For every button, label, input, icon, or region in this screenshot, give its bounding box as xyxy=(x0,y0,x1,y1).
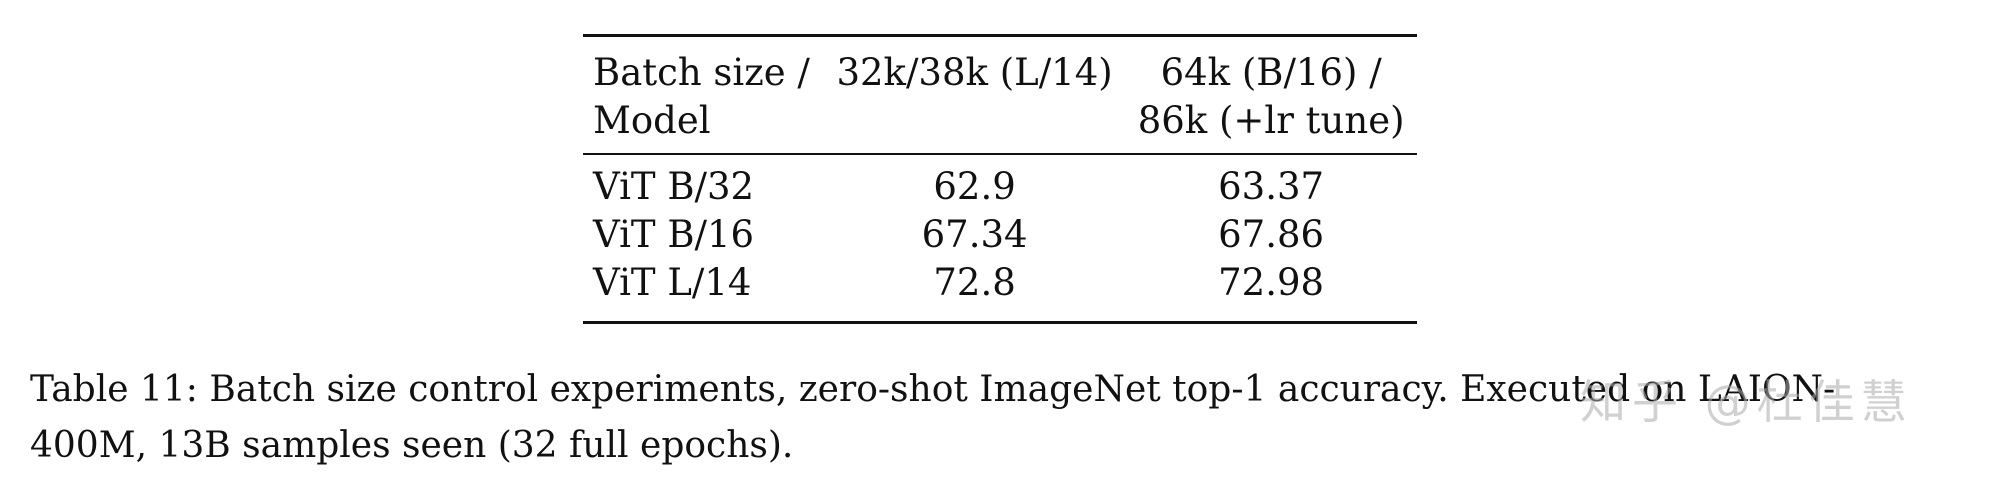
header-32k-38k: 32k/38k (L/14) xyxy=(824,36,1125,155)
row-value-64k-cell: 72.98 xyxy=(1218,261,1325,304)
header-col2-line1: 32k/38k (L/14) xyxy=(836,51,1113,94)
table-row: ViT B/32 62.9 63.37 xyxy=(583,154,1417,211)
row-value-32k-cell: 62.9 xyxy=(933,165,1016,208)
header-col3-line1: 64k (B/16) / xyxy=(1160,51,1382,94)
row-model-cell: ViT B/32 xyxy=(593,165,755,208)
table-row: ViT B/16 67.34 67.86 xyxy=(583,211,1417,259)
row-value-32k-cell: 67.34 xyxy=(921,213,1028,256)
header-col1-line2: Model xyxy=(593,99,711,142)
caption-line-2: 400M, 13B samples seen (32 full epochs). xyxy=(30,425,794,466)
row-model-cell: ViT L/14 xyxy=(593,261,752,304)
batch-size-results-table: Batch size / Model 32k/38k (L/14) 64k (B… xyxy=(583,34,1417,324)
row-value-32k-cell: 72.8 xyxy=(933,261,1016,304)
row-model-cell: ViT B/16 xyxy=(593,213,755,256)
header-col1-line1: Batch size / xyxy=(593,51,810,94)
row-value-64k-cell: 63.37 xyxy=(1218,165,1325,208)
header-batch-size-model: Batch size / Model xyxy=(583,36,824,155)
table-header-row: Batch size / Model 32k/38k (L/14) 64k (B… xyxy=(583,35,1417,155)
table-caption: Table 11: Batch size control experiments… xyxy=(30,362,1970,474)
header-col3-line2: 86k (+lr tune) xyxy=(1137,99,1405,142)
row-value-64k-cell: 67.86 xyxy=(1218,213,1325,256)
caption-line-1: Table 11: Batch size control experiments… xyxy=(30,369,1836,410)
table-row: ViT L/14 72.8 72.98 xyxy=(583,259,1417,323)
results-table-container: Batch size / Model 32k/38k (L/14) 64k (B… xyxy=(583,34,1417,324)
header-64k-86k: 64k (B/16) / 86k (+lr tune) xyxy=(1125,36,1417,155)
zhihu-watermark: 知乎 @杜佳慧 xyxy=(1580,375,1913,429)
